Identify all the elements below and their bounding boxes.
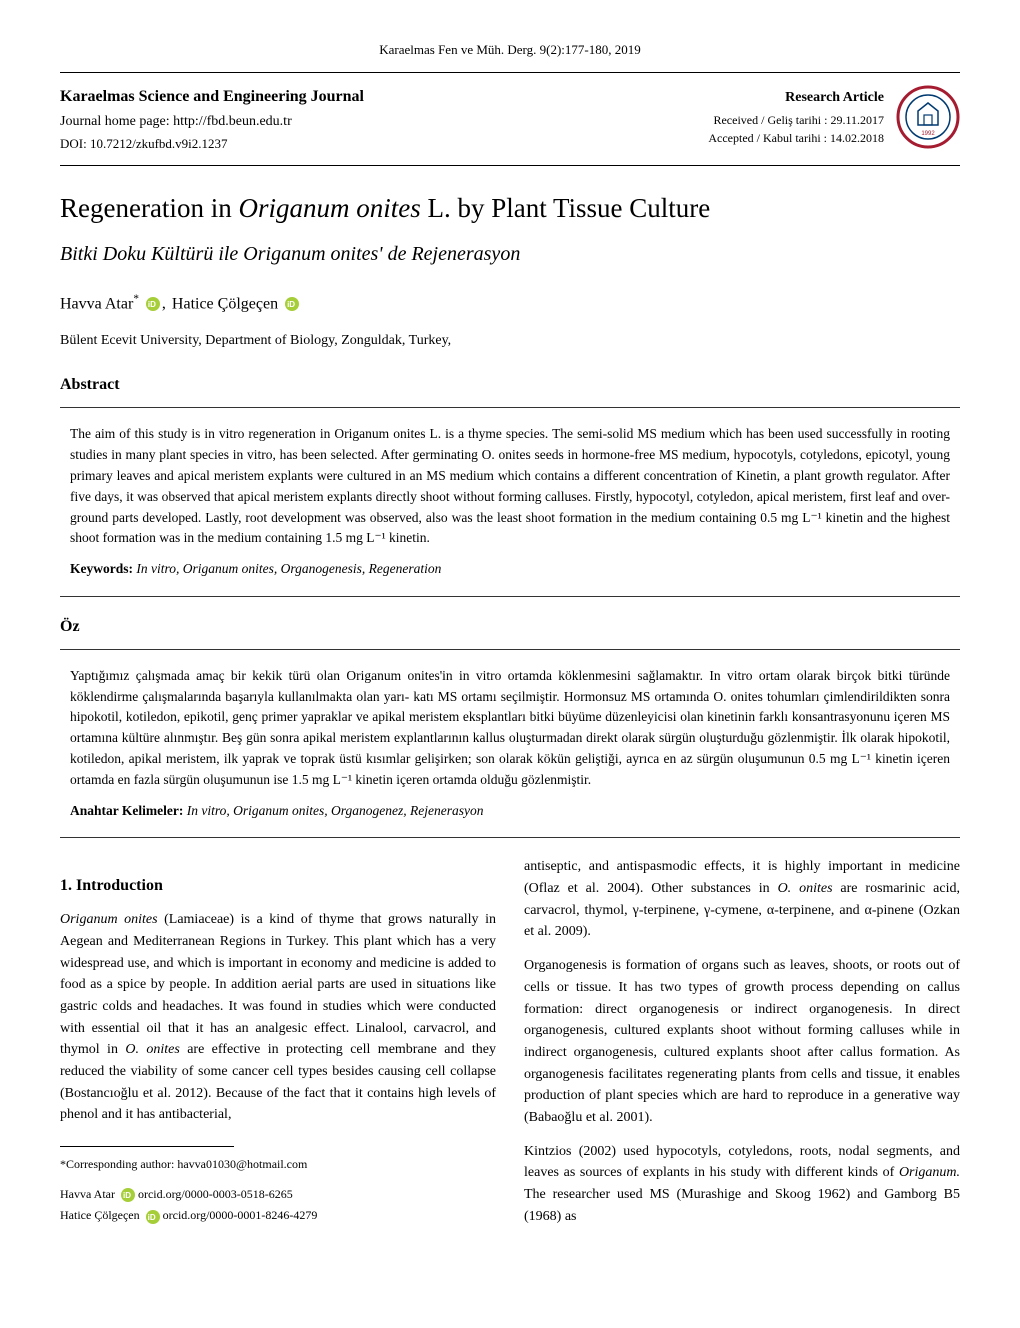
author-2: Hatice Çölgeçen bbox=[172, 295, 278, 312]
orcid-icon bbox=[121, 1188, 135, 1202]
rule-top bbox=[60, 72, 960, 73]
keywords-en-label: Keywords: bbox=[70, 561, 133, 576]
keywords-tr-text: In vitro, Origanum onites, Organogenez, … bbox=[183, 803, 483, 818]
orcid2-id: orcid.org/0000-0001-8246-4279 bbox=[160, 1208, 318, 1222]
author-sep: , bbox=[162, 295, 170, 312]
spacer bbox=[60, 1177, 496, 1185]
accepted-date: : 14.02.2018 bbox=[824, 131, 884, 145]
p2-species: O. onites bbox=[778, 881, 833, 896]
university-logo-icon: 1992 bbox=[896, 85, 960, 149]
intro-p3: Organogenesis is formation of organs suc… bbox=[524, 955, 960, 1129]
article-subtitle: Bitki Doku Kültürü ile Origanum onites' … bbox=[60, 239, 960, 269]
abstract-en-heading: Abstract bbox=[60, 373, 960, 397]
orcid-icon bbox=[285, 297, 299, 311]
article-type: Research Article bbox=[708, 87, 884, 108]
accepted-label: Accepted / Kabul tarihi bbox=[708, 131, 820, 145]
corresponding-footnote: *Corresponding author: havva01030@hotmai… bbox=[60, 1155, 496, 1174]
abstract-tr-body: Yaptığımız çalışmada amaç bir kekik türü… bbox=[70, 666, 950, 792]
column-left: 1. Introduction Origanum onites (Lamiace… bbox=[60, 856, 496, 1239]
abstract-tr-heading: Öz bbox=[60, 615, 960, 639]
keywords-en-text: In vitro, Origanum onites, Organogenesis… bbox=[133, 561, 441, 576]
title-species: Origanum onites bbox=[238, 193, 420, 223]
abstract-en-box: The aim of this study is in vitro regene… bbox=[60, 407, 960, 597]
intro-p2: antiseptic, and antispasmodic effects, i… bbox=[524, 856, 960, 943]
masthead: Karaelmas Science and Engineering Journa… bbox=[60, 79, 960, 160]
orcid1-name: Havva Atar bbox=[60, 1187, 115, 1201]
orcid2-name: Hatice Çölgeçen bbox=[60, 1208, 140, 1222]
intro-p4: Kintzios (2002) used hypocotyls, cotyled… bbox=[524, 1141, 960, 1228]
journal-home: Journal home page: http://fbd.beun.edu.t… bbox=[60, 111, 708, 132]
masthead-right: Research Article Received / Geliş tarihi… bbox=[708, 85, 960, 149]
author-1: Havva Atar bbox=[60, 295, 133, 312]
orcid1-id: orcid.org/0000-0003-0518-6265 bbox=[135, 1187, 293, 1201]
column-right: antiseptic, and antispasmodic effects, i… bbox=[524, 856, 960, 1239]
p1-species2: O. onites bbox=[125, 1042, 179, 1057]
orcid-footnote-1: Havva Atar orcid.org/0000-0003-0518-6265 bbox=[60, 1185, 496, 1204]
author-1-sup: * bbox=[133, 293, 139, 305]
p4-species: Origanum. bbox=[899, 1165, 960, 1180]
doi: DOI: 10.7212/zkufbd.v9i2.1237 bbox=[60, 134, 708, 154]
footnote-separator bbox=[60, 1146, 234, 1147]
p4-text2: The researcher used MS (Murashige and Sk… bbox=[524, 1187, 960, 1224]
received-line: Received / Geliş tarihi : 29.11.2017 bbox=[708, 111, 884, 129]
authors: Havva Atar* , Hatice Çölgeçen bbox=[60, 291, 960, 316]
article-title: Regeneration in Origanum onites L. by Pl… bbox=[60, 188, 960, 229]
abstract-tr-box: Yaptığımız çalışmada amaç bir kekik türü… bbox=[60, 649, 960, 839]
svg-text:1992: 1992 bbox=[921, 131, 935, 137]
masthead-left: Karaelmas Science and Engineering Journa… bbox=[60, 85, 708, 154]
keywords-tr: Anahtar Kelimeler: In vitro, Origanum on… bbox=[70, 801, 950, 821]
received-label: Received / Geliş tarihi bbox=[713, 113, 821, 127]
intro-p1: Origanum onites (Lamiaceae) is a kind of… bbox=[60, 909, 496, 1126]
running-header: Karaelmas Fen ve Müh. Derg. 9(2):177-180… bbox=[60, 40, 960, 60]
affiliation: Bülent Ecevit University, Department of … bbox=[60, 330, 960, 351]
intro-heading: 1. Introduction bbox=[60, 874, 496, 899]
title-pre: Regeneration in bbox=[60, 193, 238, 223]
orcid-icon bbox=[146, 297, 160, 311]
p4-text: Kintzios (2002) used hypocotyls, cotyled… bbox=[524, 1144, 960, 1181]
p1-species: Origanum onites bbox=[60, 912, 158, 927]
body-columns: 1. Introduction Origanum onites (Lamiace… bbox=[60, 856, 960, 1239]
abstract-en-body: The aim of this study is in vitro regene… bbox=[70, 424, 950, 550]
keywords-tr-label: Anahtar Kelimeler: bbox=[70, 803, 183, 818]
masthead-meta: Research Article Received / Geliş tarihi… bbox=[708, 87, 884, 147]
accepted-line: Accepted / Kabul tarihi : 14.02.2018 bbox=[708, 129, 884, 147]
rule-masthead-bottom bbox=[60, 165, 960, 166]
keywords-en: Keywords: In vitro, Origanum onites, Org… bbox=[70, 559, 950, 579]
journal-name: Karaelmas Science and Engineering Journa… bbox=[60, 85, 708, 109]
received-date: : 29.11.2017 bbox=[824, 113, 884, 127]
orcid-icon bbox=[146, 1210, 160, 1224]
p1-text: (Lamiaceae) is a kind of thyme that grow… bbox=[60, 912, 496, 1057]
orcid-footnote-2: Hatice Çölgeçen orcid.org/0000-0001-8246… bbox=[60, 1206, 496, 1225]
title-post: L. by Plant Tissue Culture bbox=[421, 193, 711, 223]
